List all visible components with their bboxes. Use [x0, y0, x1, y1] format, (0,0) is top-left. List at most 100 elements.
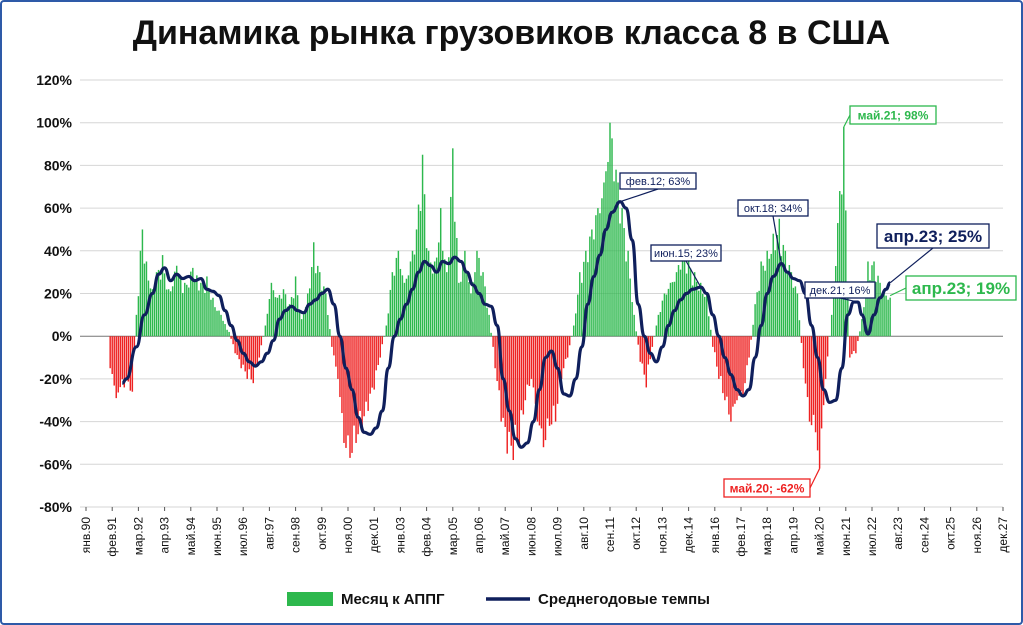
month-bar — [548, 336, 551, 426]
month-bar — [661, 300, 664, 337]
month-bar — [752, 324, 754, 337]
annotation-leader — [889, 247, 934, 284]
month-bar — [248, 336, 250, 370]
x-tick-label: дек.27 — [996, 517, 1010, 553]
month-bar — [446, 272, 448, 337]
month-bar — [212, 297, 214, 337]
month-bar — [828, 336, 831, 337]
annotation-leader — [889, 287, 907, 297]
month-bar — [536, 336, 539, 422]
month-bar — [192, 267, 194, 337]
month-bar — [514, 336, 517, 425]
month-bar — [472, 282, 474, 337]
month-bar — [194, 281, 196, 337]
month-bar — [603, 182, 605, 337]
month-bar — [587, 262, 589, 337]
annotation-label: дек.21; 16% — [810, 285, 871, 297]
month-bar — [151, 289, 154, 337]
month-bar — [665, 294, 668, 337]
month-bar — [720, 336, 722, 377]
month-bar — [109, 336, 111, 369]
month-bar — [367, 336, 369, 411]
month-bar — [732, 336, 734, 407]
y-tick-label: 120% — [36, 72, 72, 88]
month-bar — [575, 313, 577, 337]
month-bar — [597, 208, 599, 337]
month-bar — [182, 292, 184, 337]
month-bar — [113, 336, 115, 386]
month-bar — [851, 336, 853, 355]
month-bar — [186, 284, 188, 337]
x-tick-label: ноя.00 — [341, 517, 355, 554]
month-bar — [776, 235, 779, 337]
month-bar — [284, 294, 287, 337]
month-bar — [478, 257, 480, 337]
month-bar — [774, 250, 776, 337]
month-bar — [462, 261, 464, 337]
month-bar — [315, 273, 317, 337]
month-bar — [466, 272, 468, 337]
month-bar — [371, 336, 373, 388]
y-tick-label: 60% — [44, 200, 73, 216]
month-bar — [145, 261, 148, 337]
month-bar — [718, 336, 720, 379]
month-bar — [452, 148, 454, 337]
x-tick-label: дек.14 — [682, 517, 696, 553]
month-bar — [333, 336, 335, 356]
month-bar — [635, 331, 637, 337]
month-bar — [796, 293, 799, 337]
y-tick-label: 80% — [44, 157, 73, 173]
annotation-box — [737, 199, 809, 217]
month-bar — [699, 282, 702, 337]
annotation-box — [849, 105, 937, 125]
month-bar — [816, 336, 819, 451]
month-bar — [437, 242, 440, 337]
annotation-box — [905, 275, 1017, 301]
y-tick-label: 20% — [44, 286, 73, 302]
month-bar — [583, 261, 585, 337]
x-tick-label: дек.01 — [367, 517, 381, 553]
month-bar — [621, 208, 623, 337]
month-bar — [159, 279, 162, 337]
month-bar — [272, 290, 275, 337]
month-bar — [607, 161, 609, 337]
month-bar — [454, 221, 456, 337]
month-bar — [701, 293, 704, 337]
month-bar — [228, 331, 230, 337]
month-bar — [722, 336, 724, 394]
month-bar — [319, 272, 321, 337]
month-bar — [494, 336, 496, 369]
x-tick-label: окт.12 — [629, 517, 643, 550]
month-bar — [770, 253, 772, 337]
month-bar — [609, 122, 611, 337]
month-bar — [556, 336, 559, 404]
month-bar — [889, 297, 891, 337]
month-bar — [395, 257, 398, 337]
month-bar — [585, 250, 587, 337]
month-bar — [167, 289, 170, 337]
month-bar — [153, 291, 156, 337]
month-bar — [121, 336, 124, 380]
month-bar — [266, 313, 269, 337]
annotation-label: апр.23; 19% — [912, 279, 1010, 298]
month-bar — [439, 208, 442, 337]
month-bar — [522, 336, 525, 415]
legend-label-month: Месяц к АППГ — [341, 591, 445, 608]
month-bar — [179, 277, 182, 337]
x-tick-label: июл.22 — [865, 517, 879, 556]
month-bar — [190, 271, 192, 337]
month-bar — [806, 336, 809, 398]
month-bar — [339, 336, 341, 398]
x-tick-label: сен.98 — [289, 517, 303, 553]
average-line-group — [121, 200, 891, 449]
month-bar — [613, 181, 615, 337]
month-bar — [845, 210, 847, 337]
month-bar — [623, 228, 625, 337]
month-bar — [871, 265, 873, 337]
month-bar — [220, 314, 222, 337]
month-bar — [532, 336, 535, 388]
month-bar — [768, 258, 770, 337]
month-bar — [762, 265, 764, 337]
month-bar — [359, 336, 361, 411]
month-bar — [204, 292, 206, 337]
